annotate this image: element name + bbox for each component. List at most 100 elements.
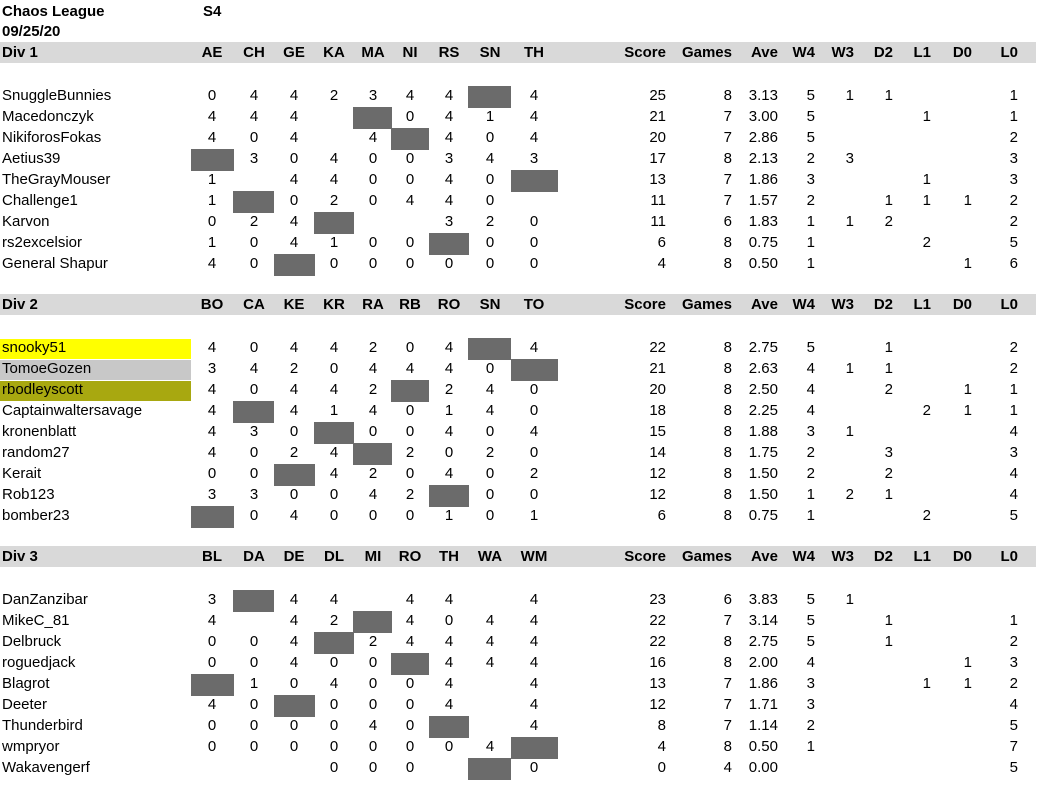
stat-cell: 5 <box>1009 759 1018 776</box>
match-score-cell: 4 <box>368 360 378 377</box>
stat-cell: 0 <box>657 759 666 776</box>
match-score-cell: 0 <box>249 129 259 146</box>
stat-cell: 4 <box>723 759 732 776</box>
stat-cell: 2 <box>1009 213 1018 230</box>
stat-cell: 12 <box>649 486 666 503</box>
match-score-cell: 4 <box>485 612 495 629</box>
stat-column-header: L0 <box>1000 44 1018 61</box>
match-score-cell: 0 <box>368 192 378 209</box>
match-score-cell: 0 <box>368 654 378 671</box>
player-name: MikeC_81 <box>2 612 70 629</box>
stat-cell: 1 <box>884 339 893 356</box>
match-score-cell: 2 <box>368 465 378 482</box>
match-score-cell: 4 <box>207 339 217 356</box>
division-header-band <box>0 294 1036 315</box>
player-name: SnuggleBunnies <box>2 87 112 104</box>
stat-cell: 4 <box>806 654 815 671</box>
match-score-cell: 4 <box>207 255 217 272</box>
stat-cell: 0.75 <box>748 507 778 524</box>
stat-cell: 4 <box>657 738 666 755</box>
blocked-cell <box>191 674 234 696</box>
player-highlight <box>0 381 191 401</box>
stat-cell: 5 <box>1009 234 1018 251</box>
match-score-cell: 0 <box>329 696 339 713</box>
blocked-cell <box>274 695 315 717</box>
blocked-cell <box>511 170 558 192</box>
stat-cell: 1 <box>1009 87 1018 104</box>
match-score-cell: 4 <box>529 108 539 125</box>
stat-cell: 8 <box>723 423 732 440</box>
match-score-cell: 4 <box>368 402 378 419</box>
stat-cell: 2.86 <box>748 129 778 146</box>
stat-column-header: W4 <box>792 44 816 61</box>
stat-column-header: Score <box>624 44 666 61</box>
player-name: Delbruck <box>2 633 62 650</box>
match-score-cell: 4 <box>529 633 539 650</box>
player-name: Macedonczyk <box>2 108 94 125</box>
stat-cell: 23 <box>649 591 666 608</box>
match-score-cell: 0 <box>289 738 299 755</box>
match-score-cell: 0 <box>405 507 415 524</box>
match-score-cell: 0 <box>289 486 299 503</box>
stat-cell: 8 <box>723 87 732 104</box>
stat-cell: 3 <box>1009 444 1018 461</box>
player-name: TomoeGozen <box>2 360 92 377</box>
stat-cell: 8 <box>723 255 732 272</box>
opponent-column-header: DE <box>283 548 305 565</box>
stat-column-header: Ave <box>751 548 778 565</box>
stat-cell: 1 <box>1009 108 1018 125</box>
match-score-cell: 4 <box>405 591 415 608</box>
blocked-cell <box>274 254 315 276</box>
match-score-cell: 4 <box>289 87 299 104</box>
match-score-cell: 1 <box>329 234 339 251</box>
stat-cell: 22 <box>649 612 666 629</box>
division-name: Div 3 <box>2 548 38 565</box>
match-score-cell: 0 <box>207 213 217 230</box>
match-score-cell: 4 <box>529 654 539 671</box>
match-score-cell: 4 <box>368 129 378 146</box>
match-score-cell: 0 <box>529 255 539 272</box>
blocked-cell <box>353 443 392 465</box>
blocked-cell <box>274 464 315 486</box>
stat-cell: 6 <box>657 234 666 251</box>
stat-cell: 3.14 <box>748 612 778 629</box>
stat-cell: 7 <box>1009 738 1018 755</box>
match-score-cell: 0 <box>249 255 259 272</box>
blocked-cell <box>314 212 354 234</box>
match-score-cell: 4 <box>289 129 299 146</box>
match-score-cell: 0 <box>289 423 299 440</box>
match-score-cell: 2 <box>368 633 378 650</box>
stat-cell: 3 <box>806 696 815 713</box>
stat-cell: 2 <box>884 213 893 230</box>
stat-column-header: Ave <box>751 44 778 61</box>
match-score-cell: 2 <box>529 465 539 482</box>
stat-cell: 7 <box>723 717 732 734</box>
stat-column-header: D0 <box>952 44 972 61</box>
match-score-cell: 2 <box>405 486 415 503</box>
match-score-cell: 4 <box>329 150 339 167</box>
opponent-column-header: RA <box>362 296 384 313</box>
opponent-column-header: RO <box>437 296 461 313</box>
stat-cell: 4 <box>1009 465 1018 482</box>
stat-cell: 20 <box>649 381 666 398</box>
match-score-cell: 3 <box>249 423 259 440</box>
match-score-cell: 0 <box>368 234 378 251</box>
match-score-cell: 4 <box>529 339 539 356</box>
player-highlight <box>0 360 191 380</box>
stat-cell: 8 <box>723 360 732 377</box>
player-name: Captainwaltersavage <box>2 402 143 419</box>
match-score-cell: 0 <box>289 675 299 692</box>
stat-cell: 1.14 <box>748 717 778 734</box>
match-score-cell: 0 <box>249 339 259 356</box>
stat-column-header: Games <box>681 296 732 313</box>
match-score-cell: 1 <box>249 675 259 692</box>
stat-cell: 2 <box>884 381 893 398</box>
stat-cell: 22 <box>649 339 666 356</box>
stat-cell: 3 <box>884 444 893 461</box>
stat-cell: 2.13 <box>748 150 778 167</box>
stat-cell: 2 <box>922 234 931 251</box>
stat-column-header: D2 <box>873 548 893 565</box>
stat-cell: 2 <box>1009 129 1018 146</box>
stat-cell: 11 <box>650 213 666 230</box>
player-name: Wakavengerf <box>2 759 90 776</box>
